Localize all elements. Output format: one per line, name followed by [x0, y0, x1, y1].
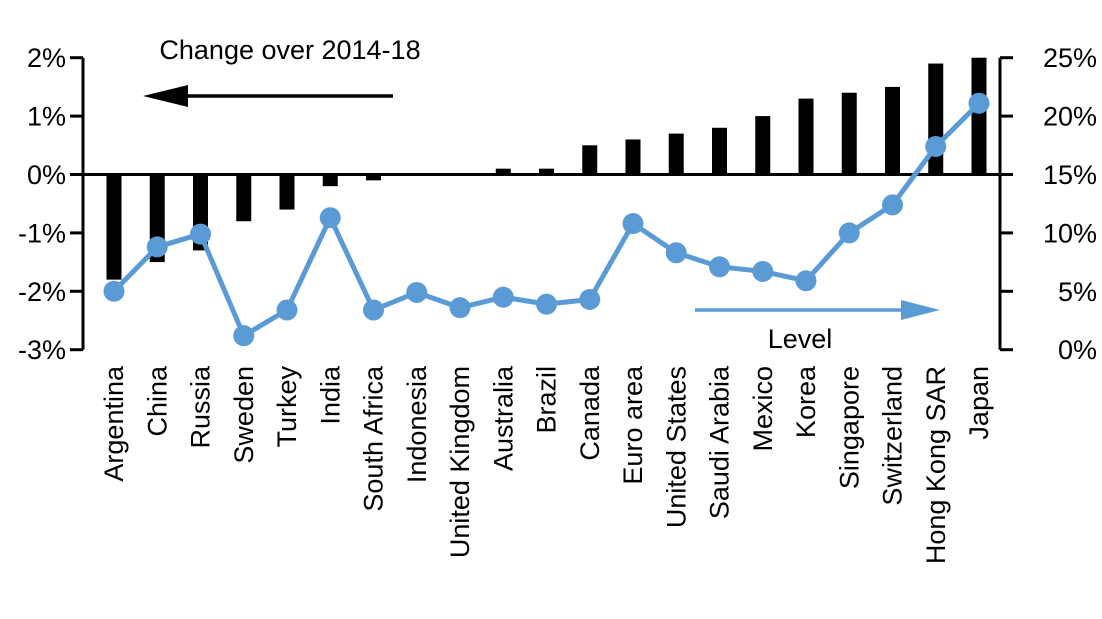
left-axis-tick-label: -3% — [18, 335, 66, 365]
category-label-china: China — [142, 365, 172, 437]
category-label-canada: Canada — [575, 365, 605, 461]
bar-brazil — [539, 168, 554, 175]
left-axis-tick-label: 0% — [27, 160, 66, 190]
category-label-russia: Russia — [186, 365, 216, 449]
level-marker-sweden — [233, 325, 255, 347]
category-label-sweden: Sweden — [229, 366, 259, 464]
bar-argentina — [106, 174, 122, 280]
level-marker-china — [146, 236, 168, 258]
bar-turkey — [279, 174, 295, 210]
category-label-south-africa: South Africa — [359, 365, 389, 512]
bar-hong-kong-sar — [928, 63, 944, 175]
right-axis-tick-label: 15% — [1043, 160, 1097, 190]
bar-japan — [971, 57, 987, 175]
level-marker-argentina — [103, 280, 125, 302]
right-axis-tick-label: 5% — [1058, 277, 1097, 307]
level-marker-india — [319, 207, 341, 229]
category-label-india: India — [315, 365, 345, 425]
level-marker-euro-area — [622, 213, 644, 235]
category-label-saudi-arabia: Saudi Arabia — [705, 365, 735, 519]
level-marker-united-states — [665, 242, 687, 264]
category-label-hong-kong-sar: Hong Kong SAR — [921, 366, 951, 564]
right-axis-tick-label: 0% — [1058, 335, 1097, 365]
category-label-singapore: Singapore — [834, 366, 864, 489]
bar-saudi-arabia — [712, 127, 727, 175]
level-marker-hong-kong-sar — [925, 135, 947, 157]
category-label-japan: Japan — [964, 366, 994, 440]
level-marker-australia — [492, 286, 514, 308]
category-label-united-kingdom: United Kingdom — [445, 366, 475, 558]
bar-south-africa — [366, 174, 381, 181]
level-arrow-right-icon — [901, 300, 940, 320]
level-marker-turkey — [276, 299, 298, 321]
left-axis-tick-label: 2% — [27, 43, 66, 73]
category-label-australia: Australia — [488, 365, 518, 471]
category-label-brazil: Brazil — [532, 366, 562, 434]
category-label-argentina: Argentina — [99, 365, 129, 482]
category-label-indonesia: Indonesia — [402, 365, 432, 483]
level-marker-russia — [190, 223, 211, 245]
left-axis-tick-label: 1% — [27, 102, 66, 132]
bar-united-states — [668, 133, 684, 175]
level-marker-brazil — [536, 293, 557, 315]
right-axis-tick-label: 25% — [1043, 43, 1097, 73]
category-label-turkey: Turkey — [272, 366, 302, 448]
level-marker-singapore — [838, 222, 860, 244]
line-series-label: Level — [767, 324, 833, 354]
level-marker-indonesia — [406, 281, 428, 303]
bar-switzerland — [885, 86, 900, 175]
level-marker-switzerland — [882, 194, 903, 216]
bar-canada — [582, 145, 598, 175]
right-axis-tick-label: 20% — [1043, 102, 1097, 132]
level-marker-canada — [579, 288, 601, 310]
bar-mexico — [755, 116, 771, 175]
category-label-korea: Korea — [791, 365, 821, 438]
bar-australia — [495, 168, 511, 175]
bar-korea — [798, 98, 814, 175]
category-label-united-states: United States — [661, 366, 691, 528]
bar-sweden — [236, 174, 252, 222]
right-axis-tick-label: 10% — [1043, 218, 1097, 248]
category-label-switzerland: Switzerland — [878, 366, 908, 506]
bar-india — [322, 174, 338, 187]
left-axis-tick-label: -1% — [18, 218, 66, 248]
left-axis-tick-label: -2% — [18, 277, 66, 307]
chart-title: Change over 2014-18 — [159, 35, 421, 65]
category-label-mexico: Mexico — [748, 366, 778, 452]
level-marker-united-kingdom — [449, 297, 471, 319]
level-marker-south-africa — [363, 299, 384, 321]
change-arrow-left-icon — [143, 85, 188, 107]
bar-euro-area — [625, 139, 641, 175]
level-marker-mexico — [752, 260, 774, 282]
level-marker-korea — [795, 270, 817, 292]
bar-singapore — [841, 92, 857, 175]
level-marker-japan — [968, 92, 990, 114]
level-marker-saudi-arabia — [709, 256, 730, 278]
category-label-euro-area: Euro area — [618, 365, 648, 485]
